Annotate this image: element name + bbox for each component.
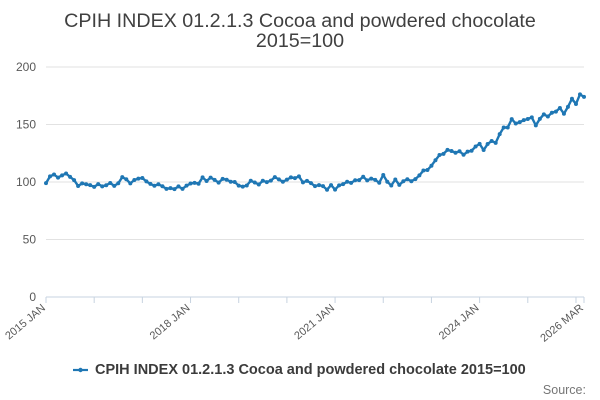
svg-text:100: 100 (16, 175, 36, 189)
svg-text:50: 50 (23, 233, 37, 247)
svg-text:2015 JAN: 2015 JAN (3, 302, 48, 342)
svg-text:0: 0 (29, 290, 36, 304)
svg-text:2024 JAN: 2024 JAN (437, 302, 482, 342)
svg-text:150: 150 (16, 118, 36, 132)
svg-text:2026 MAR: 2026 MAR (538, 302, 586, 345)
svg-text:2021 JAN: 2021 JAN (292, 302, 337, 342)
svg-text:200: 200 (16, 60, 36, 74)
svg-text:2018 JAN: 2018 JAN (148, 302, 193, 342)
